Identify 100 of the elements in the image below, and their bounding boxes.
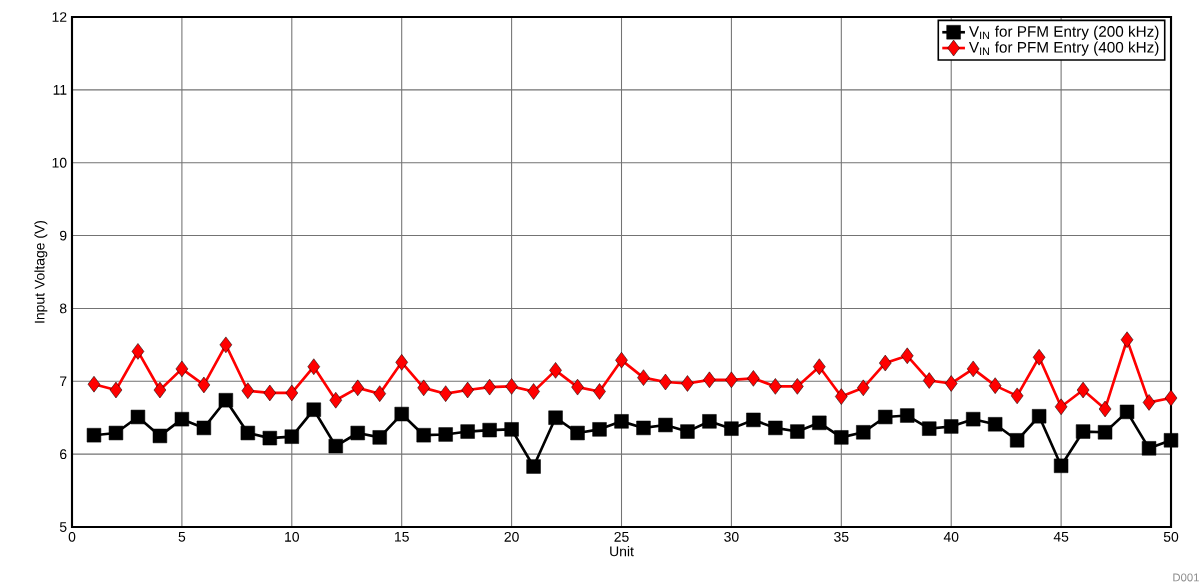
point [987, 417, 1003, 432]
point [879, 354, 892, 372]
point [175, 360, 189, 378]
point [747, 370, 760, 387]
point [174, 411, 190, 427]
point [218, 393, 234, 408]
point [658, 417, 673, 433]
x-tick-label: 15 [395, 531, 409, 542]
point [351, 379, 364, 397]
point [769, 378, 782, 395]
legend-label: V$_{IN}$ for PFM Entry (400 kHz) [969, 41, 1159, 56]
y-tick-label: 6 [60, 449, 67, 460]
legend-label: V$_{IN}$ for PFM Entry (200 kHz) [969, 25, 1159, 40]
point [196, 420, 212, 436]
point [1031, 409, 1047, 424]
point [526, 459, 541, 474]
point [87, 375, 101, 393]
point [1098, 400, 1112, 418]
point [1119, 404, 1135, 420]
point [878, 409, 893, 425]
point [306, 402, 321, 417]
point [548, 410, 563, 425]
y-tick-label: 8 [59, 303, 67, 314]
point [197, 376, 211, 394]
point [416, 428, 431, 443]
point [593, 383, 606, 400]
point [746, 412, 761, 428]
x-tick-label: 30 [724, 531, 739, 542]
point [1032, 349, 1046, 366]
point [1075, 424, 1091, 439]
point [284, 429, 299, 444]
x-tick-label: 45 [1053, 531, 1069, 542]
point [1010, 387, 1024, 405]
point [1141, 441, 1157, 456]
x-tick-label: 5 [178, 531, 186, 542]
point [900, 408, 915, 423]
point [702, 414, 717, 429]
point [1053, 458, 1069, 473]
point [86, 428, 102, 443]
point [373, 385, 386, 402]
point [791, 378, 804, 395]
point [1142, 394, 1156, 411]
point [835, 388, 848, 405]
point [1120, 331, 1134, 348]
x-axis-title: Unit [610, 546, 634, 557]
point [152, 428, 168, 444]
point [659, 373, 672, 391]
point [681, 375, 694, 392]
y-tick-label: 7 [60, 376, 67, 387]
y-tick-label: 5 [59, 522, 67, 532]
x-tick-label: 0 [68, 531, 76, 542]
point [988, 377, 1002, 394]
point [724, 421, 739, 436]
point [1009, 433, 1025, 448]
point [439, 385, 452, 402]
point [460, 424, 475, 439]
point [1097, 425, 1113, 440]
point [966, 360, 980, 378]
point [725, 371, 738, 389]
y-axis-title: Input Voltage (V) [34, 220, 48, 323]
point [549, 362, 562, 379]
point [263, 384, 277, 402]
point [680, 424, 695, 439]
x-tick-label: 50 [1163, 531, 1179, 542]
point [130, 409, 146, 425]
point [857, 379, 870, 397]
y-tick-label: 11 [53, 85, 67, 95]
y-tick-label: 10 [52, 157, 67, 168]
point [1054, 398, 1068, 416]
point [131, 343, 145, 360]
text: D001 [1173, 573, 1199, 582]
point [438, 427, 453, 442]
point [482, 422, 497, 438]
point [703, 371, 716, 389]
point [790, 424, 805, 439]
point [922, 372, 936, 389]
x-tick-label: 10 [285, 531, 300, 542]
point [614, 414, 629, 429]
point [1076, 381, 1090, 399]
point [417, 379, 430, 397]
point [504, 422, 519, 437]
point [813, 358, 826, 375]
y-tick-label: 12 [52, 12, 67, 22]
point [241, 382, 255, 399]
point [922, 421, 937, 436]
point [636, 420, 651, 436]
point [944, 419, 959, 434]
point [615, 351, 628, 369]
point [856, 425, 871, 440]
point [350, 425, 365, 441]
point [285, 384, 299, 402]
point [461, 381, 474, 399]
x-tick-label: 40 [943, 531, 959, 542]
point [966, 411, 981, 427]
point [372, 430, 387, 445]
point [571, 378, 584, 396]
x-tick-label: 35 [834, 531, 849, 542]
point [768, 420, 783, 436]
point [240, 425, 256, 441]
point [592, 422, 607, 437]
